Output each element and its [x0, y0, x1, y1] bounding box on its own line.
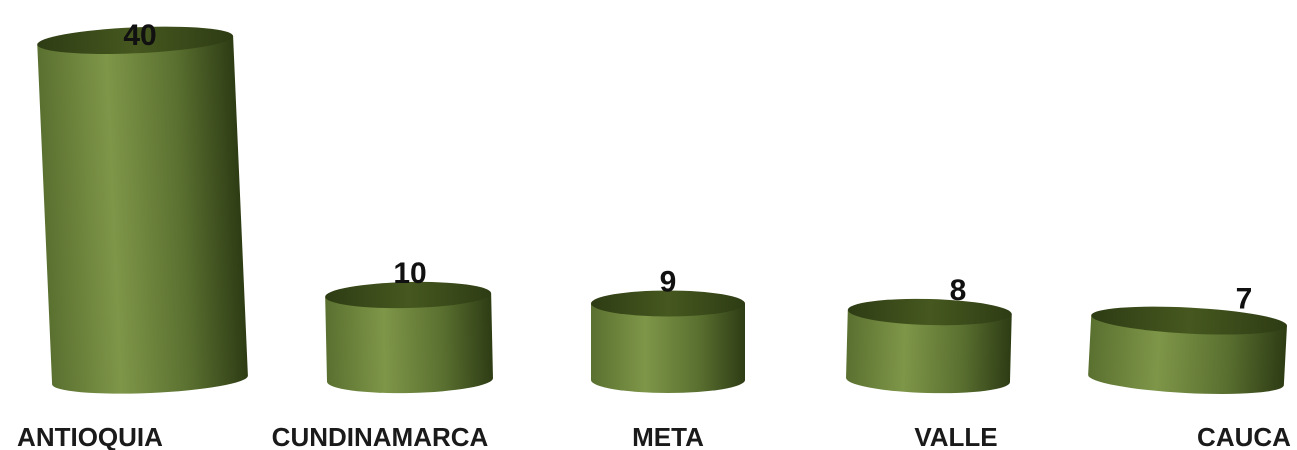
- category-label-meta: META: [632, 422, 704, 450]
- value-label-meta: 9: [660, 266, 677, 299]
- bar-body: [325, 293, 493, 394]
- category-label-antioquia: ANTIOQUIA: [17, 422, 163, 450]
- bar-cundinamarca: [325, 281, 493, 394]
- category-labels-layer: ANTIOQUIA CUNDINAMARCA META VALLE CAUCA: [17, 422, 1291, 450]
- value-label-antioquia: 40: [123, 19, 156, 52]
- bar-top: [37, 26, 234, 54]
- bars-layer: [37, 26, 1287, 394]
- bar-antioquia: [37, 26, 248, 394]
- bar-body: [37, 36, 248, 394]
- category-label-cauca: CAUCA: [1197, 422, 1291, 450]
- category-label-cundinamarca: CUNDINAMARCA: [272, 422, 489, 450]
- category-label-valle: VALLE: [914, 422, 997, 450]
- value-label-cundinamarca: 10: [393, 257, 426, 290]
- bar-top: [847, 298, 1012, 326]
- bar-top: [591, 290, 745, 317]
- bar-top: [1091, 306, 1287, 335]
- bar-cauca: [1088, 306, 1287, 394]
- bar-body: [591, 303, 745, 393]
- value-label-valle: 8: [950, 274, 967, 307]
- bar-valle: [846, 298, 1012, 394]
- value-labels-layer: 40 10 9 8 7: [123, 19, 1252, 316]
- bar-body: [1088, 315, 1287, 394]
- bar-meta: [591, 290, 745, 393]
- value-label-cauca: 7: [1236, 283, 1253, 316]
- bar-top: [325, 281, 492, 309]
- bar-body: [846, 309, 1012, 394]
